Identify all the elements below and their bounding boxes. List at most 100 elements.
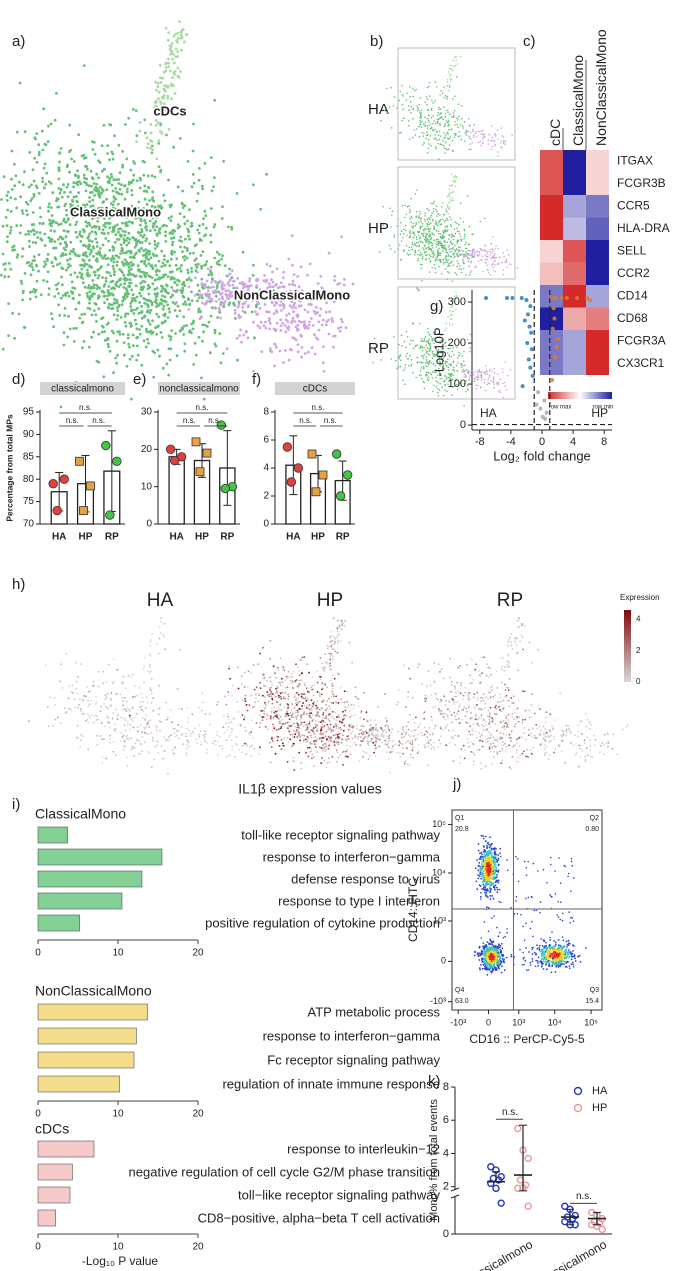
cell-dot — [305, 291, 309, 295]
cell-dot — [141, 750, 143, 753]
cell-dot — [115, 754, 118, 757]
cell-dot — [236, 701, 238, 703]
cell-dot — [342, 764, 344, 766]
cell-dot — [139, 223, 142, 227]
cell-dot — [317, 708, 320, 711]
cell-dot — [456, 248, 458, 250]
cell-dot — [244, 329, 248, 333]
cell-dot — [443, 146, 446, 149]
cell-dot — [458, 354, 460, 357]
cell-dot — [193, 259, 197, 262]
cell-dot — [77, 301, 81, 304]
cell-dot — [247, 297, 251, 300]
cell-dot — [420, 126, 423, 128]
cell-dot — [186, 271, 190, 275]
cell-dot — [446, 278, 449, 280]
cell-dot — [351, 282, 355, 286]
cell-dot — [238, 290, 242, 294]
cell-dot — [107, 291, 111, 295]
cell-dot — [28, 264, 32, 267]
cell-dot — [416, 361, 419, 364]
cell-dot — [217, 701, 220, 704]
cell-dot — [451, 197, 454, 199]
cell-dot — [195, 243, 198, 247]
cell-dot — [266, 714, 269, 717]
cell-dot — [416, 128, 418, 130]
gene-point — [543, 416, 548, 421]
cell-dot — [97, 159, 100, 163]
cell-dot — [474, 253, 476, 256]
cell-dot — [342, 283, 346, 287]
cell-dot — [38, 206, 42, 210]
gene-point — [542, 398, 547, 403]
cell-dot — [158, 228, 161, 232]
cell-dot — [471, 141, 473, 144]
cell-dot — [409, 742, 411, 745]
cell-dot — [395, 107, 398, 109]
cell-dot — [114, 723, 116, 726]
cell-dot — [86, 268, 89, 272]
cell-dot — [293, 707, 296, 709]
cell-dot — [275, 267, 279, 271]
cell-dot — [125, 190, 129, 194]
cell-dot — [403, 340, 406, 343]
cell-dot — [38, 231, 42, 235]
cell-dot — [226, 755, 229, 758]
cell-dot — [316, 282, 320, 285]
data-point — [112, 456, 122, 466]
cell-dot — [439, 214, 441, 216]
cell-dot — [168, 69, 172, 73]
cell-dot — [291, 279, 295, 283]
cell-dot — [201, 339, 204, 343]
cell-dot — [451, 69, 454, 72]
cell-dot — [136, 306, 139, 310]
cell-dot — [43, 232, 47, 236]
cell-dot — [435, 220, 437, 222]
x-tick-label: HA — [52, 532, 66, 543]
cell-dot — [203, 162, 207, 165]
cell-dot — [27, 232, 31, 236]
cell-dot — [477, 141, 480, 144]
cell-dot — [447, 271, 449, 273]
cell-dot — [466, 252, 468, 255]
cell-dot — [91, 292, 95, 296]
cell-dot — [88, 244, 92, 248]
cell-dot — [423, 141, 425, 144]
cell-dot — [435, 147, 437, 150]
cell-dot — [140, 304, 143, 308]
cell-dot — [225, 293, 229, 297]
heat-cell — [563, 150, 586, 173]
cell-dot — [423, 123, 425, 125]
cell-dot — [283, 324, 287, 327]
cell-dot — [124, 223, 128, 227]
cell-dot — [498, 381, 500, 384]
cell-dot — [233, 308, 237, 312]
cell-dot — [387, 727, 390, 730]
cell-dot — [450, 364, 453, 367]
cell-dot — [493, 367, 495, 370]
cell-dot — [288, 304, 292, 307]
cell-dot — [426, 360, 428, 363]
cell-dot — [112, 371, 115, 375]
cell-dot — [299, 265, 303, 269]
cell-dot — [425, 237, 428, 239]
cell-dot — [427, 764, 429, 767]
cell-dot — [78, 703, 80, 706]
cell-dot — [415, 189, 418, 191]
cell-dot — [336, 716, 338, 718]
cell-dot — [456, 265, 459, 268]
cell-dot — [144, 221, 148, 225]
cell-dot — [32, 255, 36, 259]
cell-dot — [215, 286, 219, 290]
cell-dot — [140, 228, 144, 231]
cell-dot — [94, 313, 98, 317]
cell-dot — [308, 262, 312, 266]
cell-dot — [136, 207, 140, 211]
cell-dot — [346, 701, 348, 703]
cell-dot — [213, 256, 217, 260]
cell-dot — [473, 380, 476, 383]
cell-dot — [218, 745, 221, 747]
cell-dot — [88, 191, 92, 195]
cell-dot — [446, 241, 449, 244]
cell-dot — [159, 721, 162, 723]
